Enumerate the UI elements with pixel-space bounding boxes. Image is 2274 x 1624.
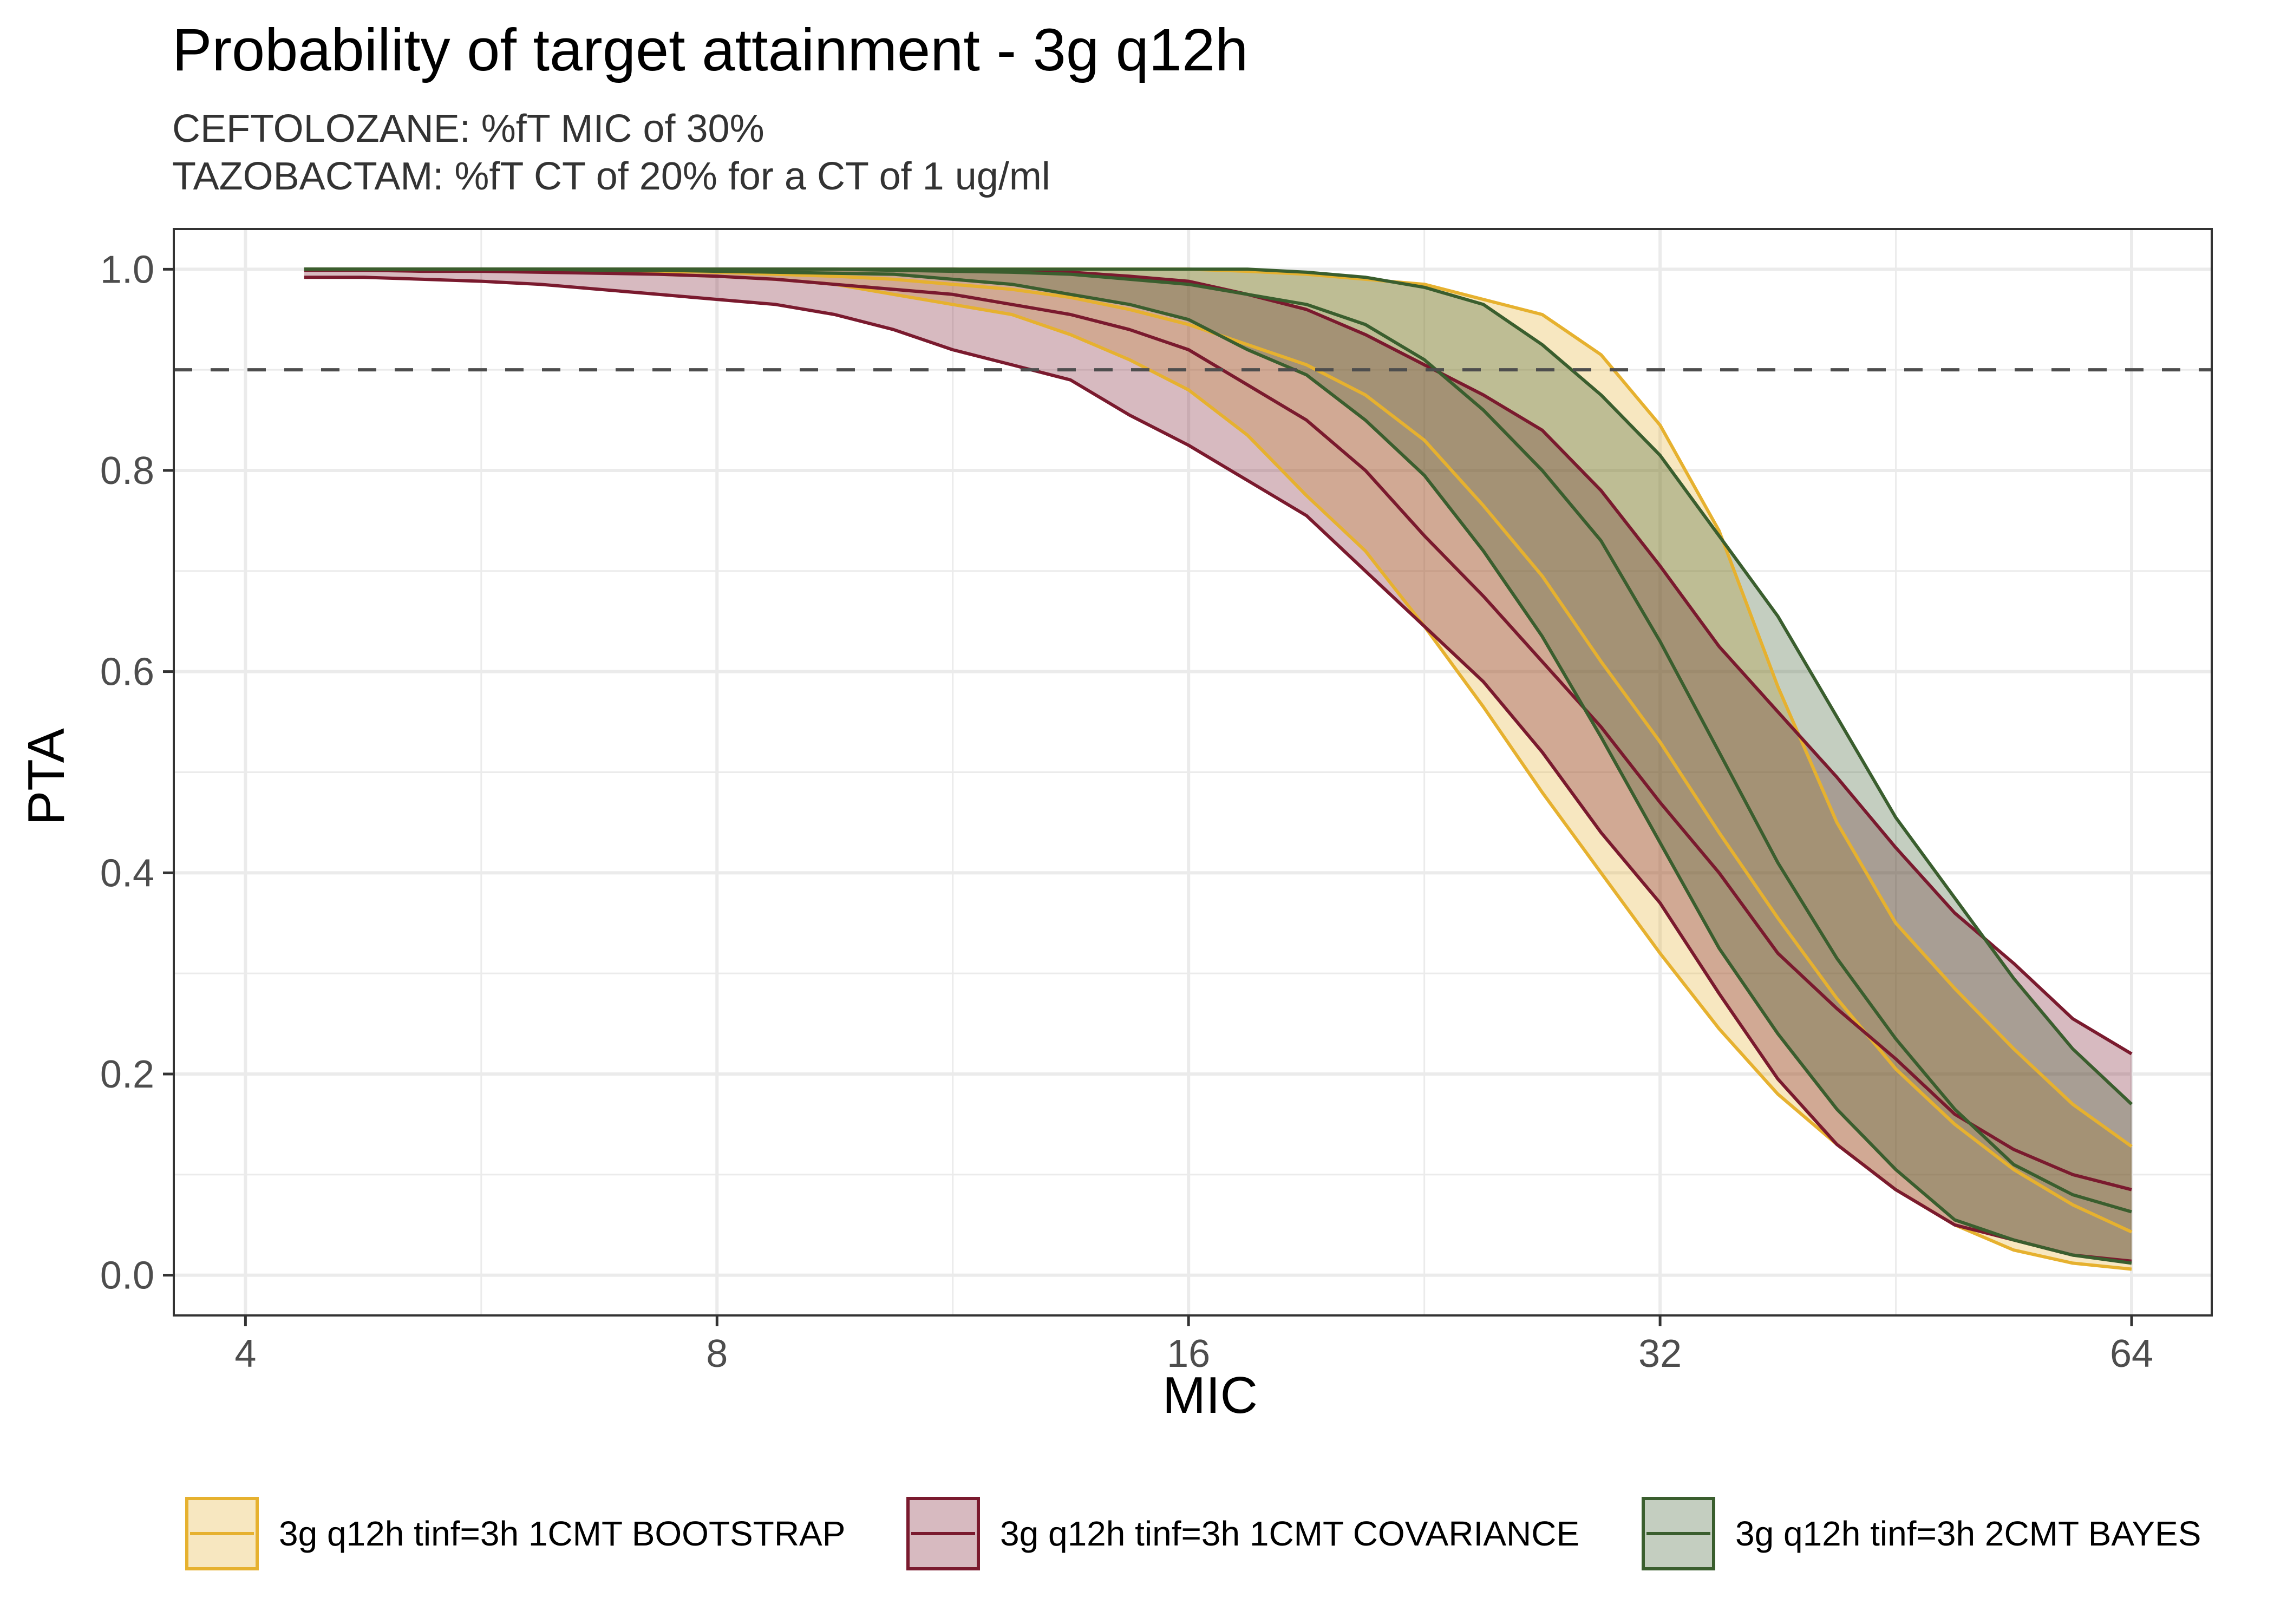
legend: 3g q12h tinf=3h 1CMT BOOTSTRAP 3g q12h ti…	[185, 1497, 2201, 1570]
line-series-2-lower	[304, 267, 2132, 1265]
y-tick-label: 0.0	[100, 1254, 154, 1298]
ribbon-series-0	[304, 269, 2132, 1269]
panel-border	[173, 228, 2213, 1317]
x-tick-label: 4	[234, 1332, 256, 1376]
x-tick-label: 8	[706, 1332, 728, 1376]
legend-label-0: 3g q12h tinf=3h 1CMT BOOTSTRAP	[279, 1514, 845, 1553]
ribbon-series-1	[304, 269, 2132, 1261]
y-tick-label: 0.6	[100, 651, 154, 694]
y-tick-label: 0.4	[100, 852, 154, 895]
ribbons	[304, 269, 2132, 1269]
y-axis-title: PTA	[17, 728, 75, 826]
chart-subtitle-line-1: CEFTOLOZANE: %fT MIC of 30%	[172, 107, 764, 150]
x-axis-title: MIC	[1162, 1366, 1258, 1424]
legend-label-2: 3g q12h tinf=3h 2CMT BAYES	[1735, 1514, 2201, 1553]
line-series-1-median	[304, 269, 2132, 1191]
legend-item-0: 3g q12h tinf=3h 1CMT BOOTSTRAP	[185, 1497, 845, 1570]
series-lines	[304, 267, 2133, 1271]
ribbon-series-2	[304, 269, 2132, 1263]
grid-major	[174, 229, 2212, 1315]
y-tick-label: 0.2	[100, 1053, 154, 1096]
legend-item-1: 3g q12h tinf=3h 1CMT COVARIANCE	[906, 1497, 1579, 1570]
x-axis: 4 8 16 32 64	[234, 1315, 2153, 1376]
x-tick-label: 64	[2110, 1332, 2153, 1376]
chart-subtitle-line-2: TAZOBACTAM: %fT CT of 20% for a CT of 1 …	[172, 155, 1050, 198]
y-tick-label: 1.0	[100, 248, 154, 291]
line-series-1-lower	[304, 276, 2132, 1263]
chart-title: Probability of target attainment - 3g q1…	[172, 17, 1248, 83]
legend-label-1: 3g q12h tinf=3h 1CMT COVARIANCE	[1000, 1514, 1579, 1553]
y-tick-label: 0.8	[100, 449, 154, 493]
x-tick-label: 32	[1638, 1332, 1682, 1376]
x-tick-label: 16	[1167, 1332, 1210, 1376]
y-axis: 0.0 0.2 0.4 0.6 0.8 1.0	[100, 248, 174, 1298]
legend-item-2: 3g q12h tinf=3h 2CMT BAYES	[1642, 1497, 2201, 1570]
